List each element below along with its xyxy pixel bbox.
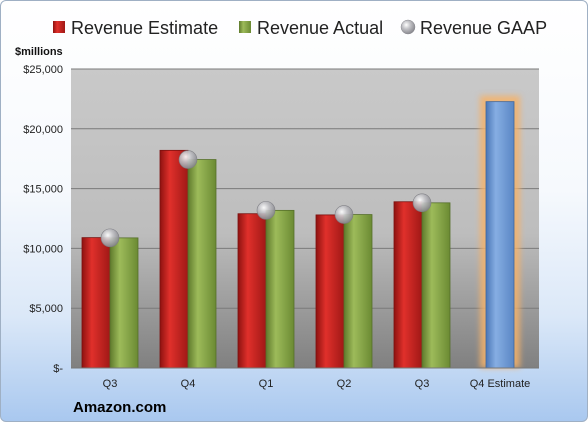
bar-revenue-actual	[421, 202, 451, 369]
legend-label-revenue-gaap: Revenue GAAP	[420, 18, 547, 38]
bar-revenue-estimate	[237, 213, 267, 369]
bar-q4-estimate	[485, 101, 515, 369]
y-tick-label: $25,000	[23, 64, 63, 76]
bar-revenue-actual	[109, 237, 139, 369]
bar-revenue-actual	[187, 159, 217, 369]
legend-label-revenue-estimate: Revenue Estimate	[71, 18, 218, 38]
y-axis-ticks: $- $5,000 $10,000 $15,000 $20,000 $25,000	[23, 64, 63, 375]
x-axis-ticks: Q3 Q4 Q1 Q2 Q3 Q4 Estimate	[103, 378, 531, 390]
marker-revenue-gaap	[334, 205, 354, 224]
y-tick-label: $20,000	[23, 124, 63, 136]
bar-revenue-estimate	[315, 214, 345, 369]
bar-revenue-estimate	[393, 201, 423, 369]
bar-revenue-estimate	[81, 237, 111, 369]
x-tick-label: Q1	[259, 378, 274, 390]
bar-revenue-actual	[265, 209, 295, 369]
plot-area	[71, 69, 539, 368]
y-tick-label: $10,000	[23, 243, 63, 255]
x-tick-label: Q4 Estimate	[470, 378, 531, 390]
x-tick-label: Q3	[103, 378, 118, 390]
source-label: Amazon.com	[73, 399, 166, 416]
bar-revenue-actual	[343, 214, 373, 369]
marker-revenue-gaap	[256, 201, 276, 220]
y-unit-label: $millions	[15, 46, 63, 58]
marker-revenue-gaap	[100, 228, 120, 248]
y-tick-label: $5,000	[29, 303, 63, 315]
legend-swatch-revenue-actual	[239, 21, 251, 33]
y-tick-label: $-	[53, 363, 63, 375]
x-tick-label: Q4	[181, 378, 196, 390]
marker-revenue-gaap	[412, 193, 432, 213]
x-tick-label: Q2	[337, 378, 352, 390]
legend-label-revenue-actual: Revenue Actual	[257, 18, 383, 38]
bar-revenue-estimate	[159, 149, 189, 369]
gaap-markers	[100, 150, 432, 248]
y-tick-label: $15,000	[23, 184, 63, 196]
legend-swatch-revenue-estimate	[53, 21, 65, 33]
bars	[81, 95, 520, 369]
legend-marker-revenue-gaap	[400, 19, 416, 35]
gridlines	[71, 68, 539, 309]
x-tick-label: Q3	[415, 378, 430, 390]
legend: Revenue Estimate Revenue Actual Revenue …	[53, 18, 547, 38]
marker-revenue-gaap	[178, 150, 198, 169]
